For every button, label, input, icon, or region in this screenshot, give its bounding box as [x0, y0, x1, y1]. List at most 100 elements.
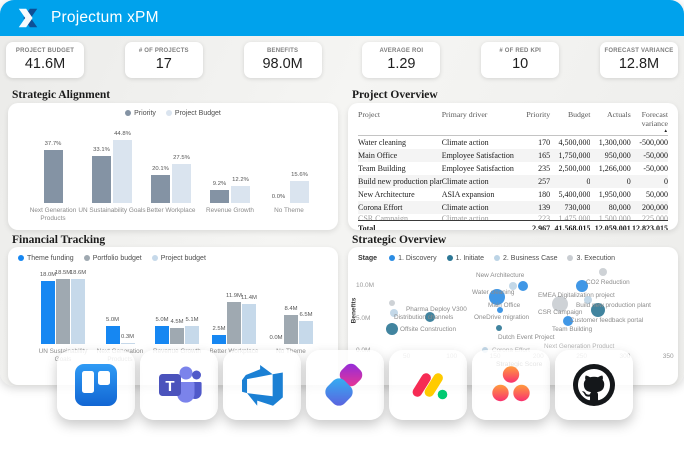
column-header[interactable]: Actuals — [590, 108, 631, 136]
bar[interactable] — [151, 175, 170, 203]
scatter-point[interactable] — [584, 296, 593, 305]
point-label: OneDrive migration — [474, 314, 530, 321]
bar[interactable] — [170, 328, 184, 344]
table-row[interactable]: Team Building Employee Satisfaction 235 2,5… — [358, 162, 668, 175]
bar[interactable] — [227, 302, 241, 344]
bar-value-label: 20.1% — [152, 166, 169, 172]
bar[interactable] — [92, 156, 111, 203]
legend-item: Project budget — [151, 255, 206, 262]
column-header[interactable]: Primary driver — [441, 108, 523, 136]
bar[interactable] — [172, 164, 191, 203]
total-cell: 12,059,001 — [590, 220, 631, 230]
table-cell: Employee Satisfaction — [441, 164, 514, 173]
bar-value-label: 0.3M — [120, 334, 135, 340]
bar[interactable] — [105, 326, 120, 344]
scatter-point[interactable] — [598, 267, 607, 276]
bar[interactable] — [41, 281, 55, 344]
bar-value-label: 18.0M — [39, 272, 57, 278]
point-label: Water cleaning — [472, 289, 515, 296]
legend-dot-icon — [18, 255, 24, 261]
scatter-point[interactable] — [563, 316, 574, 327]
legend-title: Stage — [358, 255, 378, 262]
scatter-point[interactable] — [496, 307, 503, 314]
table-row[interactable]: Build new production plant Climate action… — [358, 175, 668, 188]
scatter-point[interactable] — [495, 325, 502, 332]
section-title-strategic-alignment: Strategic Alignment — [12, 89, 111, 101]
scatter-point[interactable] — [590, 303, 605, 318]
column-header[interactable]: Priority — [522, 108, 551, 136]
bar[interactable] — [155, 326, 169, 344]
bar[interactable] — [210, 190, 229, 203]
table-cell: 165 — [538, 151, 551, 160]
bar[interactable] — [212, 335, 226, 344]
table-cell: Water cleaning — [358, 138, 406, 147]
app-title: Projectum xPM — [51, 9, 159, 26]
scatter-point[interactable] — [389, 299, 396, 306]
scatter-point[interactable] — [425, 312, 436, 323]
svg-text:T: T — [165, 378, 174, 395]
dock-azure-devops-icon[interactable] — [223, 350, 301, 420]
scatter-point[interactable] — [489, 289, 506, 305]
dock-loop-icon[interactable] — [306, 350, 384, 420]
legend-item: 1. Initiate — [446, 255, 484, 262]
column-header[interactable]: Forecast variance ▲ — [630, 108, 668, 136]
total-cell: 2,967 — [522, 220, 551, 230]
point-label: EMEA Digitalization project — [538, 292, 615, 299]
table-cell: 730,000 — [564, 203, 591, 212]
table-cell: Climate action — [441, 138, 489, 147]
table-row[interactable]: New Architecture ASIA expansion 180 5,400,0… — [358, 188, 668, 201]
dock-trello-icon[interactable] — [57, 350, 135, 420]
bar[interactable] — [120, 343, 135, 344]
table-cell: Employee Satisfaction — [441, 151, 514, 160]
column-header[interactable]: Project — [358, 108, 442, 136]
table-row[interactable]: Water cleaning Climate action 170 4,500,000… — [358, 136, 668, 150]
table-cell: Build new production plant — [358, 177, 442, 186]
bar[interactable] — [185, 326, 199, 344]
x-tick: 350 — [662, 353, 674, 360]
table-row[interactable]: Main Office Employee Satisfaction 165 1,750… — [358, 149, 668, 162]
bar-value-label: 11.4M — [241, 295, 257, 301]
kpi-label: # OF PROJECTS — [138, 48, 189, 54]
bar[interactable] — [242, 304, 256, 344]
total-cell: 41,568,015 — [550, 220, 591, 230]
section-title-financial-tracking: Financial Tracking — [12, 234, 106, 246]
projects-table: Project Primary driver Priority Budget Actua… — [358, 108, 668, 230]
category-label: Next Generation Products — [29, 207, 77, 222]
bar[interactable] — [113, 140, 132, 203]
bar[interactable] — [71, 279, 85, 344]
scatter-point[interactable] — [508, 282, 517, 290]
bar[interactable] — [284, 315, 298, 344]
kpi-card: AVERAGE ROI 1.29 — [362, 42, 441, 78]
legend-item: Priority — [125, 110, 156, 117]
legend-item: 1. Discovery — [389, 255, 437, 262]
dock-asana-icon[interactable] — [472, 350, 550, 420]
scatter-point[interactable] — [552, 296, 569, 313]
project-overview-table[interactable]: Project Primary driver Priority Budget Actua… — [348, 103, 678, 230]
scatter-point[interactable] — [390, 309, 398, 318]
dock-monday-icon[interactable] — [389, 350, 467, 420]
legend-item: 2. Business Case — [494, 255, 557, 262]
bar[interactable] — [299, 321, 313, 344]
point-label: Next Generation Product — [544, 343, 615, 350]
table-row[interactable]: CSR Campaign Climate action 223 1,475,000 1,… — [358, 214, 668, 221]
dock-teams-icon[interactable]: T — [140, 350, 218, 420]
kpi-value: 10 — [512, 56, 529, 72]
scatter-point[interactable] — [518, 281, 529, 291]
bar-value-label: 5.0M — [105, 317, 120, 323]
bar[interactable] — [231, 186, 250, 203]
table-cell: 0 — [586, 177, 591, 186]
strategic-alignment-chart[interactable]: Priority Project Budget 37.7% Next Genera… — [8, 103, 338, 230]
column-header[interactable]: Budget — [550, 108, 591, 136]
point-label: Distribution channels — [394, 314, 454, 321]
scatter-point[interactable] — [576, 280, 589, 292]
kpi-label: # OF RED KPI — [499, 48, 542, 54]
table-row[interactable]: Corona Effort Climate action 139 730,000 80,… — [358, 201, 668, 214]
bar[interactable] — [290, 181, 309, 203]
bar-value-label: 44.8% — [114, 131, 131, 137]
bar[interactable] — [43, 150, 63, 203]
bar[interactable] — [56, 279, 70, 344]
scatter-point[interactable] — [386, 322, 399, 335]
bar-value-label: 18.6M — [69, 270, 87, 276]
dock-github-icon[interactable] — [555, 350, 633, 420]
